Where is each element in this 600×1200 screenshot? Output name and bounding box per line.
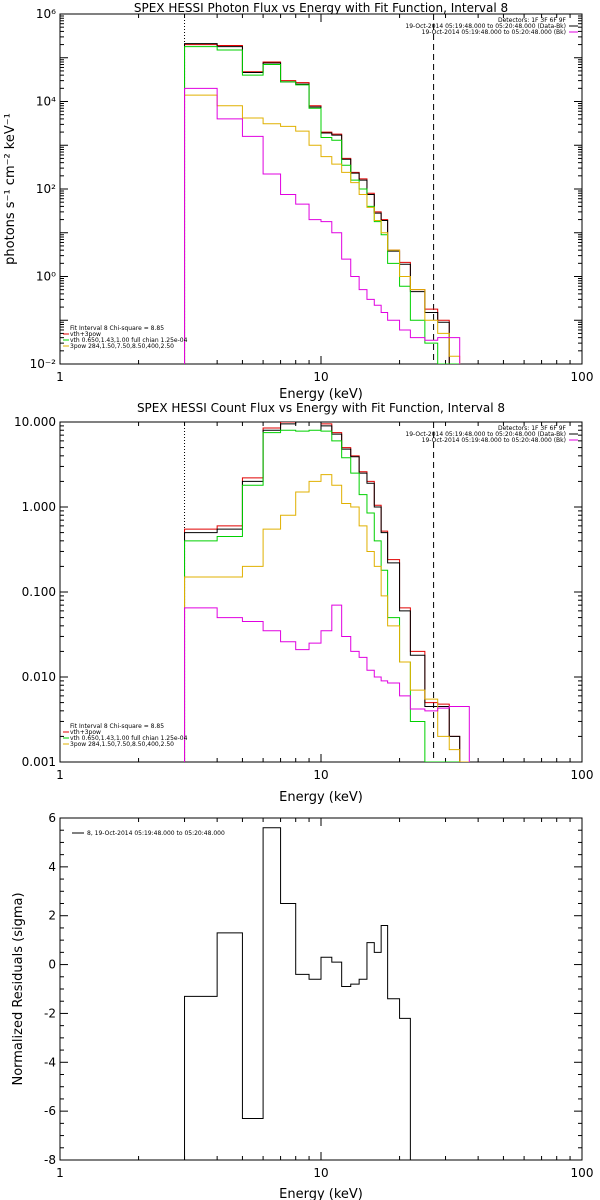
x-tick-label: 100 bbox=[571, 1166, 594, 1180]
y-tick-label: 0.001 bbox=[22, 755, 56, 769]
x-tick-label: 1 bbox=[56, 1166, 64, 1180]
y-tick-label: 10.000 bbox=[14, 415, 56, 429]
series-bk bbox=[184, 87, 461, 364]
y-tick-label: 10⁻² bbox=[30, 357, 57, 371]
legend-top-right-text: 19-Oct-2014 05:19:48.000 to 05:20:48.000… bbox=[405, 23, 566, 30]
series-data bbox=[184, 422, 470, 762]
y-tick-label: 1.000 bbox=[22, 500, 56, 514]
y-tick-label: -6 bbox=[44, 1104, 56, 1118]
legend-bottom-left-text: vth 0.650,1.43,1.00 full chian 1.25e-04 bbox=[70, 735, 188, 742]
series-vth-3pow bbox=[184, 422, 470, 762]
y-tick-label: 10⁶ bbox=[36, 7, 56, 21]
x-tick-label: 10 bbox=[313, 768, 328, 782]
series-3pow bbox=[184, 94, 461, 364]
y-tick-label: -2 bbox=[44, 1006, 56, 1020]
x-tick-label: 100 bbox=[571, 768, 594, 782]
y-tick-label: 10⁰ bbox=[36, 270, 56, 284]
legend-bottom-left-text: vth+3pow bbox=[70, 331, 101, 338]
legend-bottom-left-text: Fit Interval 8 Chi-square = 8.85 bbox=[70, 325, 164, 332]
plot-frame bbox=[59, 13, 583, 365]
x-tick-label: 1 bbox=[56, 768, 64, 782]
series-data bbox=[184, 43, 461, 364]
plot-frame bbox=[59, 421, 583, 763]
x-axis-label: Energy (keV) bbox=[279, 1187, 363, 1200]
y-tick-label: 6 bbox=[48, 811, 56, 825]
series-vth bbox=[184, 429, 470, 762]
chart-panel-2: 1 10 100 0.001 0.010 0.100 1.000 10.000 SPEX HES… bbox=[14, 401, 593, 805]
x-tick-label: 100 bbox=[571, 370, 594, 384]
series-group bbox=[184, 43, 461, 364]
x-axis-label: Energy (keV) bbox=[279, 387, 363, 402]
chart-title: SPEX HESSI Count Flux vs Energy with Fit… bbox=[137, 401, 505, 415]
x-tick-label: 1 bbox=[56, 370, 64, 384]
series-bk bbox=[184, 604, 470, 762]
y-axis-label: Normalized Residuals (sigma) bbox=[11, 892, 26, 1085]
y-tick-label: 2 bbox=[48, 909, 56, 923]
x-axis-label: Energy (keV) bbox=[279, 790, 363, 805]
legend-bottom-left-text: 3pow 284,1.50,7.50,8.50,400,2.50 bbox=[70, 741, 174, 748]
legend-top-right-text: 19-Oct-2014 05:19:48.000 to 05:20:48.000… bbox=[405, 431, 566, 438]
series-group bbox=[184, 827, 439, 1160]
y-tick-label: 0.010 bbox=[22, 670, 56, 684]
legend-top-right-text: 19-Oct-2014 05:19:48.000 to 05:20:48.000… bbox=[422, 437, 566, 444]
legend-top-left-text: 8, 19-Oct-2014 05:19:48.000 to 05:20:48.… bbox=[87, 830, 225, 837]
series-8-19-oct-2014-05-19-48-000-to-05-20-48-000 bbox=[184, 827, 439, 1160]
x-tick-label: 10 bbox=[313, 1166, 328, 1180]
x-tick-label: 10 bbox=[313, 370, 328, 384]
series-vth-3pow bbox=[184, 44, 461, 364]
legend-bottom-left-text: 3pow 284,1.50,7.50,8.50,400,2.50 bbox=[70, 343, 174, 350]
series-3pow bbox=[184, 474, 470, 762]
chart-panel-3: 1 10 100 -8 -6 -4 -2 0 2 4 6 Energy (keV) Normalized… bbox=[11, 811, 593, 1200]
legend-bottom-left-text: Fit Interval 8 Chi-square = 8.85 bbox=[70, 723, 164, 730]
plot-frame bbox=[59, 817, 583, 1161]
y-tick-label: 10² bbox=[36, 182, 56, 196]
legend-bottom-left-text: vth+3pow bbox=[70, 729, 101, 736]
chart-title: SPEX HESSI Photon Flux vs Energy with Fi… bbox=[134, 1, 508, 15]
chart-panel-1: 1 10 100 10⁻² 10⁰ 10² 10⁴ 10⁶ SPEX HESSI Photon … bbox=[3, 1, 593, 402]
y-tick-label: 0.100 bbox=[22, 585, 56, 599]
legend-top-right-text: Detectors: 1F 3F 6F 9F bbox=[498, 425, 567, 432]
y-tick-label: 0 bbox=[48, 958, 56, 972]
legend-top-right-text: 19-Oct-2014 05:19:48.000 to 05:20:48.000… bbox=[422, 29, 566, 36]
series-vth bbox=[184, 46, 461, 364]
y-tick-label: 4 bbox=[48, 860, 56, 874]
y-tick-label: -8 bbox=[44, 1153, 56, 1167]
y-tick-label: 10⁴ bbox=[36, 95, 56, 109]
legend-bottom-left-text: vth 0.650,1.43,1.00 full chian 1.25e-04 bbox=[70, 337, 188, 344]
y-tick-label: -4 bbox=[44, 1055, 56, 1069]
series-group bbox=[184, 422, 470, 762]
y-axis-label: photons s⁻¹ cm⁻² keV⁻¹ bbox=[3, 113, 18, 265]
legend-top-right-text: Detectors: 1F 3F 6F 9F bbox=[498, 17, 567, 24]
